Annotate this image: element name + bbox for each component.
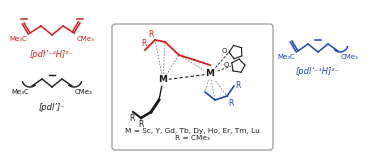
Text: R: R: [149, 30, 154, 39]
Text: R: R: [138, 120, 144, 129]
Text: CMe₃: CMe₃: [75, 89, 93, 95]
Text: [pdl’⁻²H]³⁻: [pdl’⁻²H]³⁻: [30, 50, 74, 59]
Text: CMe₃: CMe₃: [77, 36, 95, 42]
FancyBboxPatch shape: [112, 24, 273, 150]
Text: [pdl’⁻¹H]²⁻: [pdl’⁻¹H]²⁻: [296, 67, 340, 76]
Text: R = CMe₃: R = CMe₃: [175, 135, 209, 141]
Text: CMe₃: CMe₃: [341, 54, 359, 60]
Text: R: R: [141, 39, 147, 48]
Text: [pdl’]⁻: [pdl’]⁻: [39, 103, 65, 112]
Text: R: R: [129, 114, 135, 123]
Text: Me₃C: Me₃C: [277, 54, 295, 60]
Text: M: M: [206, 69, 214, 78]
Text: Me₃C: Me₃C: [11, 89, 29, 95]
Text: R: R: [228, 99, 233, 108]
Text: M: M: [158, 76, 167, 85]
Text: R: R: [235, 81, 240, 90]
Text: O: O: [222, 48, 227, 54]
Text: O: O: [224, 62, 229, 68]
Text: Me₃C: Me₃C: [9, 36, 27, 42]
Text: M = Sc, Y, Gd, Tb, Dy, Ho, Er, Tm, Lu: M = Sc, Y, Gd, Tb, Dy, Ho, Er, Tm, Lu: [125, 128, 259, 134]
